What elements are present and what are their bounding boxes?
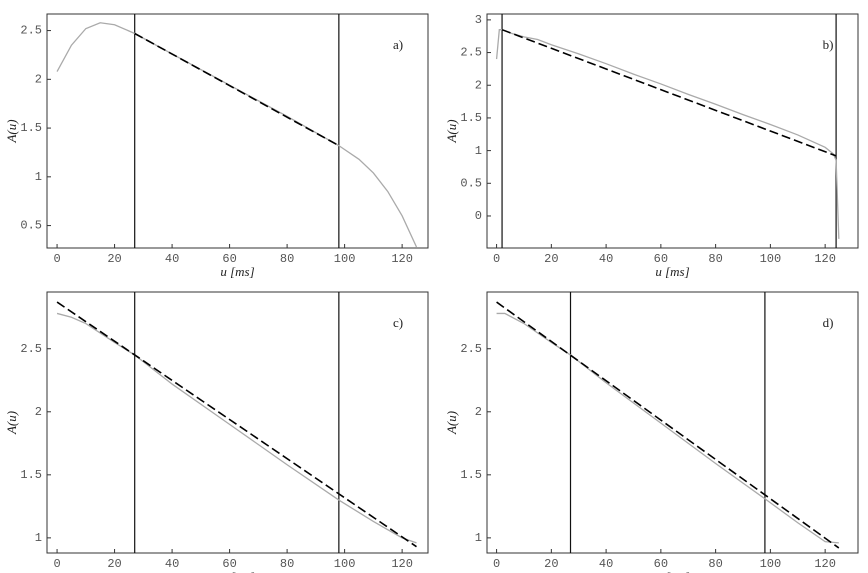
x-axis-label: u [ms] [220, 569, 254, 573]
x-tick-label: 40 [165, 557, 179, 571]
y-tick-label: 2.5 [460, 342, 482, 356]
x-tick-label: 80 [280, 557, 294, 571]
x-tick-label: 60 [222, 557, 236, 571]
y-tick-label: 2 [475, 405, 482, 419]
y-tick-label: 2.5 [20, 342, 42, 356]
y-tick-label: 1.5 [460, 111, 482, 125]
x-tick-label: 60 [654, 252, 668, 266]
data-line [56, 301, 417, 548]
data-line [495, 29, 840, 239]
y-tick-label: 2.5 [20, 24, 42, 38]
data-line [501, 28, 837, 157]
x-axis-label: u [ms] [220, 264, 254, 279]
panel-label: a) [393, 37, 403, 52]
x-tick-label: 120 [814, 252, 836, 266]
x-tick-label: 0 [493, 252, 500, 266]
x-tick-label: 40 [165, 252, 179, 266]
x-tick-label: 100 [760, 557, 782, 571]
x-tick-label: 80 [280, 252, 294, 266]
panel-label: d) [823, 315, 834, 330]
x-tick-label: 80 [708, 252, 722, 266]
x-axis-label: u [ms] [655, 569, 689, 573]
x-tick-label: 20 [544, 252, 558, 266]
x-tick-label: 20 [107, 557, 121, 571]
plot-frame [486, 291, 859, 554]
plot-frame [46, 291, 429, 554]
y-tick-label: 1 [35, 531, 42, 545]
data-line [56, 22, 418, 248]
y-axis-label: A(u) [4, 411, 19, 435]
x-tick-label: 100 [760, 252, 782, 266]
x-tick-label: 120 [391, 557, 413, 571]
y-tick-label: 2 [475, 78, 482, 92]
x-tick-label: 0 [53, 557, 60, 571]
y-tick-label: 3 [475, 13, 482, 27]
x-tick-label: 60 [654, 557, 668, 571]
data-line [496, 312, 839, 544]
y-axis-label: A(u) [444, 119, 459, 143]
panel-label: b) [823, 37, 834, 52]
data-line [56, 312, 417, 544]
panel-label: c) [393, 315, 403, 330]
plot-frame [486, 13, 859, 249]
x-axis-label: u [ms] [655, 264, 689, 279]
y-tick-label: 1 [475, 531, 482, 545]
y-tick-label: 1 [475, 144, 482, 158]
y-tick-label: 1 [35, 170, 42, 184]
y-tick-label: 1.5 [20, 468, 42, 482]
y-tick-label: 0.5 [20, 219, 42, 233]
data-line [496, 301, 840, 549]
y-axis-label: A(u) [4, 119, 19, 143]
x-tick-label: 60 [222, 252, 236, 266]
x-tick-label: 120 [391, 252, 413, 266]
plot-frame [46, 13, 429, 249]
x-tick-label: 0 [493, 557, 500, 571]
x-tick-label: 100 [334, 252, 356, 266]
y-tick-label: 0 [475, 209, 482, 223]
y-axis-label: A(u) [444, 411, 459, 435]
y-tick-label: 2 [35, 72, 42, 86]
x-tick-label: 0 [53, 252, 60, 266]
x-tick-label: 20 [544, 557, 558, 571]
x-tick-label: 100 [334, 557, 356, 571]
x-tick-label: 40 [599, 252, 613, 266]
x-tick-label: 120 [814, 557, 836, 571]
x-tick-label: 40 [599, 557, 613, 571]
y-tick-label: 1.5 [20, 121, 42, 135]
y-tick-label: 2 [35, 405, 42, 419]
y-tick-label: 2.5 [460, 46, 482, 60]
y-tick-label: 0.5 [460, 176, 482, 190]
x-tick-label: 80 [708, 557, 722, 571]
y-tick-label: 1.5 [460, 468, 482, 482]
x-tick-label: 20 [107, 252, 121, 266]
